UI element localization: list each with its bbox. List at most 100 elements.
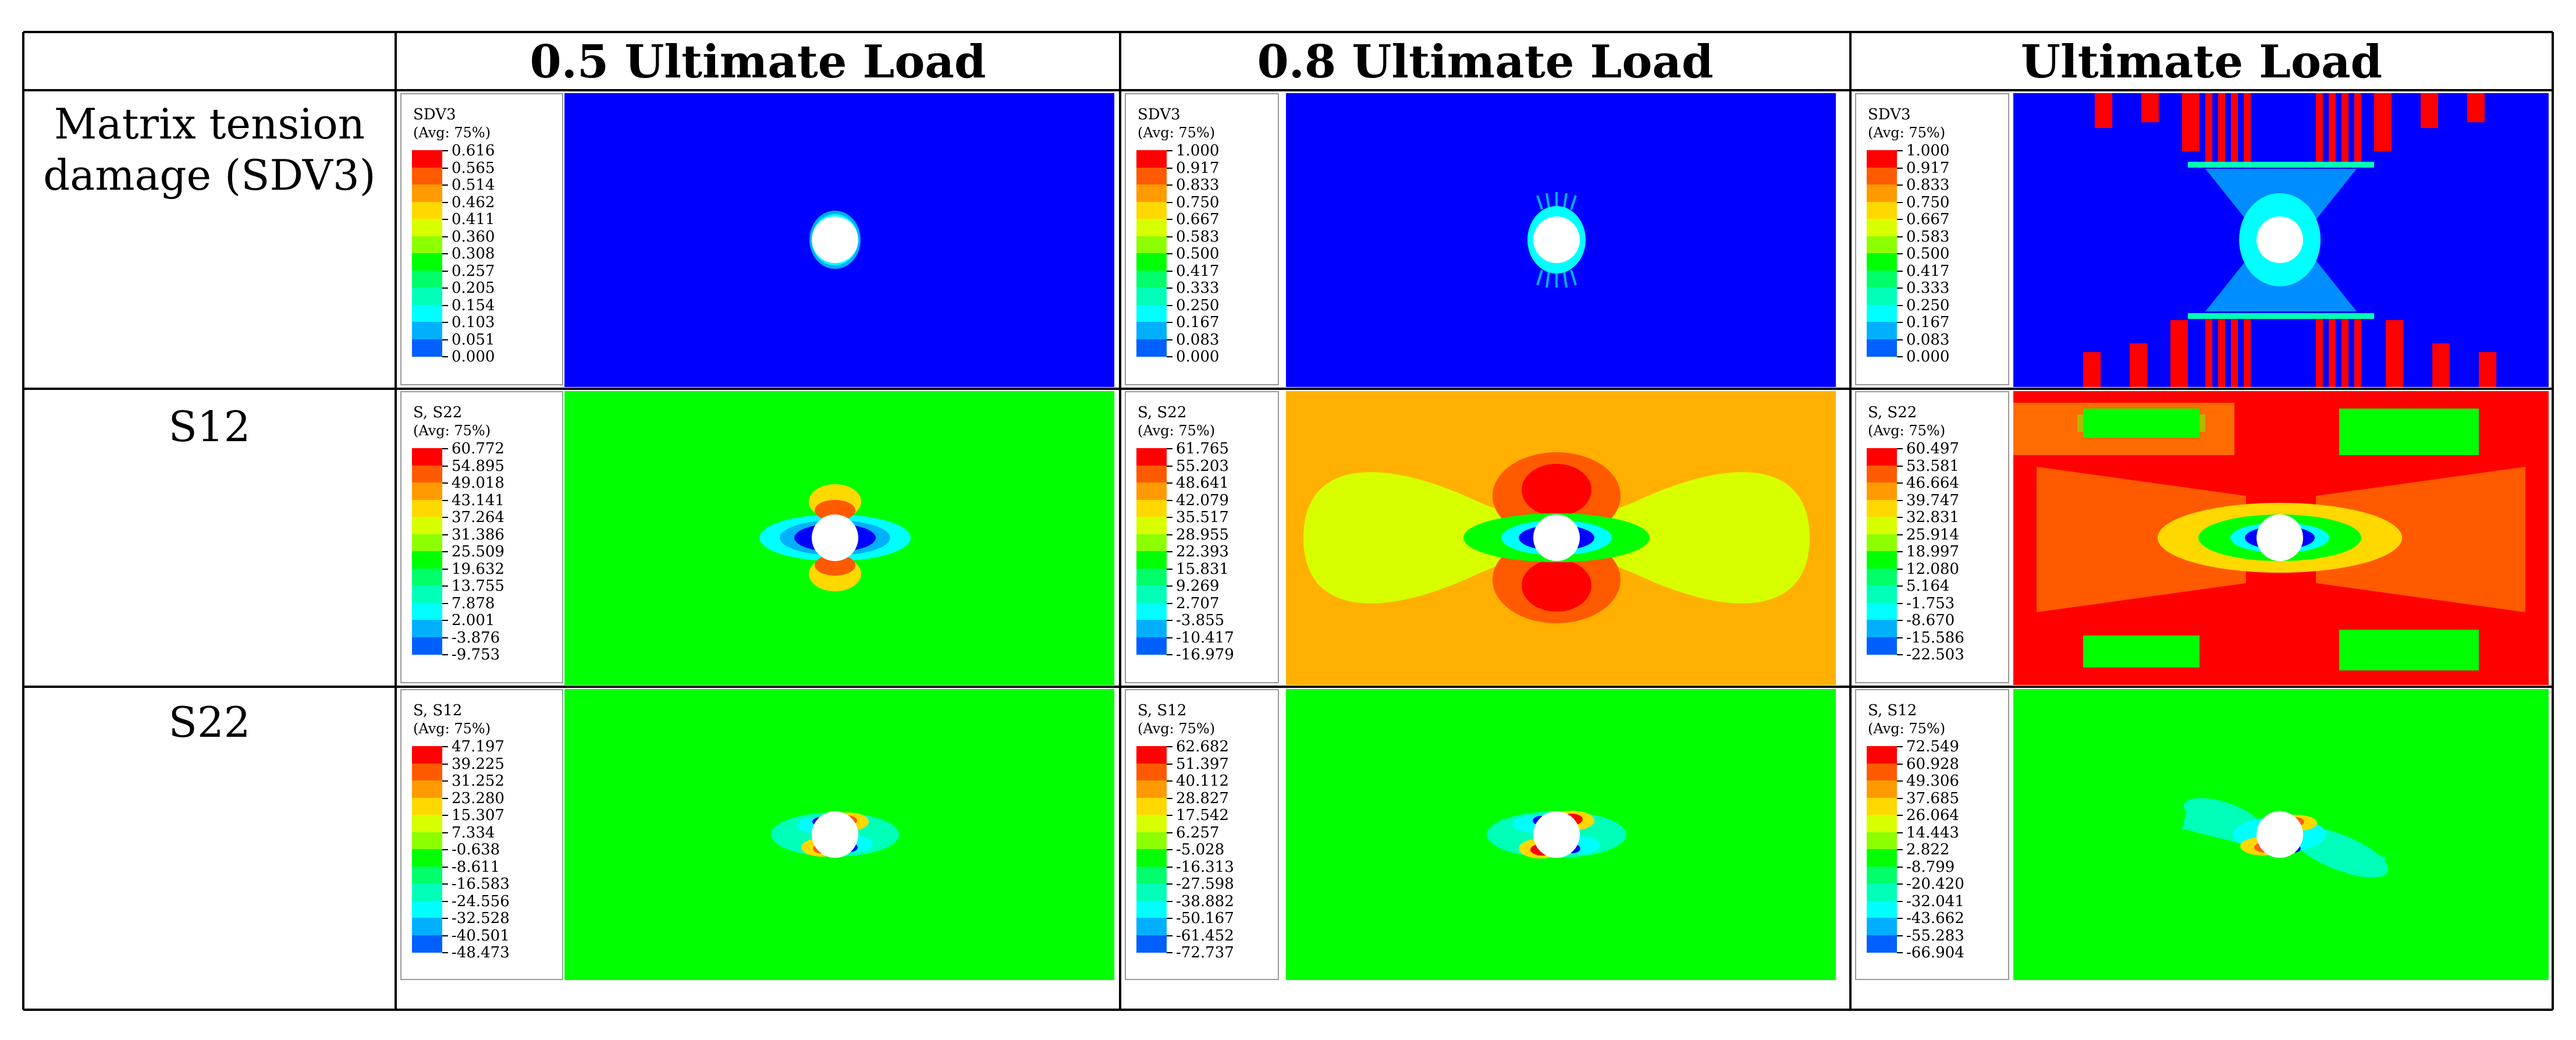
legend-color-swatch (1136, 236, 1167, 254)
legend-tick (1897, 356, 1903, 357)
legend-tick (1897, 167, 1903, 169)
legend-color-swatch (1867, 150, 1897, 168)
legend-color-swatch (1136, 637, 1167, 655)
legend-value: 12.080 (1906, 560, 1959, 578)
legend-value: 31.386 (452, 526, 504, 544)
legend-color-swatch (1136, 620, 1167, 637)
legend-value: 0.000 (1176, 348, 1220, 365)
legend-color-swatch (1867, 746, 1897, 764)
legend-value: 47.197 (452, 738, 504, 755)
legend-tick (442, 499, 448, 501)
legend-tick (442, 654, 448, 655)
legend-color-swatch (412, 482, 442, 500)
legend-color-swatch (412, 568, 442, 586)
legend-value: 39.225 (452, 755, 504, 773)
legend-color-swatch (1867, 465, 1897, 483)
legend-tick (1897, 935, 1903, 936)
legend-tick (1167, 620, 1172, 621)
legend-color-swatch (1136, 270, 1167, 288)
legend-tick (1897, 585, 1903, 587)
legend-value: 0.917 (1906, 159, 1950, 177)
legend-value: 0.167 (1906, 314, 1950, 331)
legend-tick (1167, 551, 1172, 552)
legend-value: -16.979 (1176, 646, 1234, 663)
legend-tick (1167, 763, 1172, 765)
legend-tick (442, 465, 448, 467)
column-header-ultimate-load: Ultimate Load (2020, 36, 2383, 88)
legend-color-swatch (1867, 815, 1897, 832)
legend-tick (1897, 654, 1903, 655)
legend-tick (1167, 866, 1172, 868)
legend-value: 0.583 (1906, 228, 1950, 246)
legend-color-swatch (1136, 184, 1167, 202)
legend-s22-0-8-load: S, S22 (Avg: 75%) 61.765 55.203 48.641 42.079… (1125, 391, 1279, 683)
legend-color-swatch (412, 167, 442, 185)
legend-tick (1897, 184, 1903, 186)
legend-title: SDV3 (413, 106, 456, 123)
legend-tick (1897, 499, 1903, 501)
legend-color-swatch (412, 465, 442, 483)
legend-tick (1897, 150, 1903, 151)
legend-s12-half-load: S, S12 (Avg: 75%) 47.197 39.225 31.252 23.280… (400, 689, 563, 980)
legend-value: -66.904 (1906, 944, 1964, 961)
legend-tick (1167, 287, 1172, 289)
legend-color-swatch (1867, 780, 1897, 798)
legend-value: 61.765 (1176, 440, 1229, 457)
legend-value: 49.018 (452, 474, 504, 492)
legend-value: 37.685 (1906, 789, 1959, 807)
legend-tick (1167, 339, 1172, 340)
legend-color-swatch (1136, 797, 1167, 815)
legend-title: SDV3 (1138, 106, 1181, 123)
legend-value: 0.462 (452, 193, 495, 211)
legend-tick (1897, 534, 1903, 535)
legend-title: SDV3 (1868, 106, 1911, 123)
contour-plot-s22-half-load (564, 391, 1114, 685)
legend-value: 7.334 (452, 824, 495, 842)
legend-tick (1897, 602, 1903, 604)
legend-subtitle: (Avg: 75%) (1138, 125, 1216, 141)
legend-tick (1897, 270, 1903, 272)
legend-tick (1897, 236, 1903, 237)
legend-color-swatch (1136, 322, 1167, 339)
legend-color-swatch (412, 287, 442, 305)
legend-value: -1.753 (1906, 594, 1955, 612)
column-header-0-8-load: 0.8 Ultimate Load (1257, 36, 1714, 88)
legend-value: -27.598 (1176, 875, 1234, 893)
legend-color-swatch (412, 304, 442, 322)
legend-color-swatch (1136, 304, 1167, 322)
legend-color-swatch (1867, 585, 1897, 603)
legend-tick (1897, 763, 1903, 765)
legend-tick (1167, 602, 1172, 604)
legend-color-swatch (1867, 849, 1897, 867)
legend-value: -3.855 (1176, 612, 1225, 629)
legend-color-swatch (1136, 832, 1167, 850)
legend-value: 0.083 (1176, 331, 1220, 349)
legend-tick (1897, 322, 1903, 323)
legend-value: 26.064 (1906, 807, 1959, 824)
legend-value: 15.307 (452, 807, 504, 824)
legend-tick (442, 356, 448, 357)
legend-color-swatch (412, 746, 442, 764)
legend-value: 60.772 (452, 440, 504, 457)
legend-tick (442, 832, 448, 833)
legend-color-swatch (1867, 568, 1897, 586)
legend-tick (1167, 270, 1172, 272)
legend-color-swatch (1136, 883, 1167, 901)
legend-color-swatch (1867, 287, 1897, 305)
legend-value: 2.707 (1176, 594, 1220, 612)
legend-color-swatch (1867, 167, 1897, 185)
legend-color-swatch (412, 339, 442, 357)
legend-tick (442, 883, 448, 885)
legend-color-swatch (412, 849, 442, 867)
legend-tick (442, 637, 448, 638)
legend-tick (1167, 780, 1172, 782)
legend-value: -22.503 (1906, 646, 1964, 663)
legend-value: -5.028 (1176, 841, 1225, 858)
legend-color-swatch (412, 150, 442, 168)
legend-color-swatch (412, 551, 442, 569)
row-label-sdv3-line2: damage (SDV3) (43, 150, 376, 200)
legend-title: S, S22 (1138, 404, 1187, 421)
legend-tick (442, 568, 448, 570)
legend-value: -48.473 (452, 944, 510, 961)
legend-value: 72.549 (1906, 738, 1959, 755)
